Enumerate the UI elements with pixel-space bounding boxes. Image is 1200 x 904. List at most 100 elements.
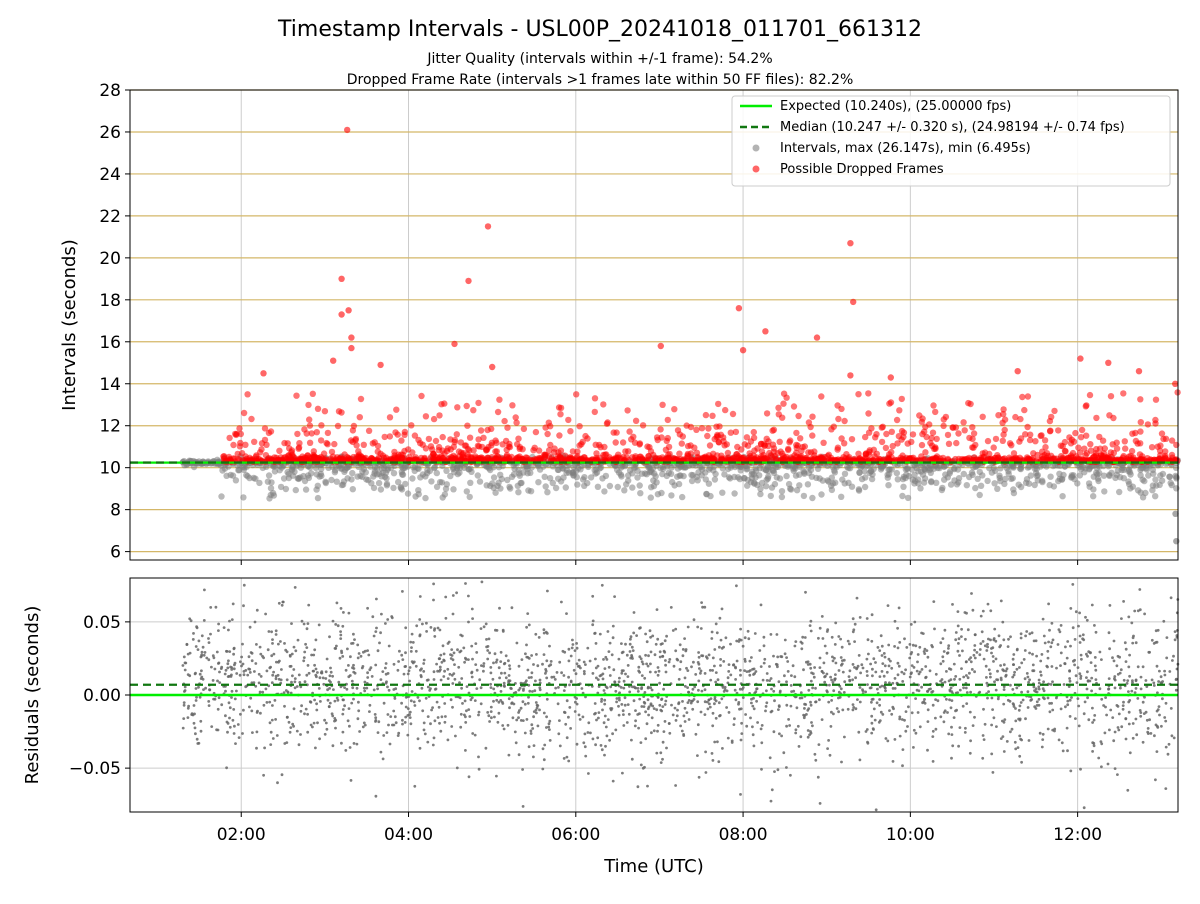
dropped-frame-point <box>704 433 710 439</box>
residual-point <box>199 720 202 723</box>
interval-point <box>796 472 802 478</box>
residual-point <box>1043 635 1046 638</box>
residual-point <box>442 675 445 678</box>
residual-point <box>647 714 650 717</box>
residual-point <box>1140 688 1143 691</box>
interval-point <box>1168 480 1174 486</box>
interval-point <box>917 485 923 491</box>
residual-point <box>348 725 351 728</box>
residual-point <box>888 709 891 712</box>
residual-point <box>824 675 827 678</box>
residual-point <box>723 690 726 693</box>
dropped-frame-point <box>1016 438 1022 444</box>
dropped-frame-point <box>296 440 302 446</box>
residual-point <box>772 690 775 693</box>
dropped-frame-point <box>1008 442 1014 448</box>
intervals-ytick-label: 6 <box>110 543 121 563</box>
dropped-frame-point <box>309 430 315 436</box>
dropped-frame-point <box>809 414 815 420</box>
residual-point <box>454 678 457 681</box>
residual-point <box>1020 637 1023 640</box>
residual-point <box>536 664 539 667</box>
residual-point <box>1079 635 1082 638</box>
residual-point <box>306 731 309 734</box>
residual-point <box>498 677 501 680</box>
residual-point <box>698 656 701 659</box>
dropped-frame-point <box>819 455 825 461</box>
residual-point <box>959 689 962 692</box>
interval-point <box>997 465 1003 471</box>
residual-point <box>651 705 654 708</box>
interval-point <box>679 494 685 500</box>
dropped-frame-outlier <box>489 364 495 370</box>
residual-point <box>600 744 603 747</box>
residual-point <box>834 643 837 646</box>
residual-point <box>1152 682 1155 685</box>
residual-point <box>1018 666 1021 669</box>
dropped-frame-point <box>402 429 408 435</box>
interval-point <box>350 486 356 492</box>
residual-point <box>637 785 640 788</box>
residual-point <box>268 701 271 704</box>
residual-point <box>1156 725 1159 728</box>
residual-point <box>195 696 198 699</box>
dropped-frame-point <box>296 446 302 452</box>
residual-point <box>1032 664 1035 667</box>
residual-point <box>217 623 220 626</box>
dropped-frame-point <box>730 411 736 417</box>
residual-point <box>939 715 942 718</box>
residual-point <box>283 642 286 645</box>
residual-point <box>662 741 665 744</box>
interval-point <box>911 480 917 486</box>
residual-point <box>1126 682 1129 685</box>
dropped-frame-point <box>818 393 824 399</box>
residual-point <box>460 713 463 716</box>
interval-point <box>994 486 1000 492</box>
interval-point <box>1011 490 1017 496</box>
residual-point <box>409 641 412 644</box>
residual-point <box>298 743 301 746</box>
interval-point <box>969 472 975 478</box>
interval-point <box>467 494 473 500</box>
residual-point <box>341 713 344 716</box>
residual-point <box>823 681 826 684</box>
dropped-frame-point <box>494 453 500 459</box>
dropped-frame-point <box>507 444 513 450</box>
residual-point <box>766 672 769 675</box>
residual-point <box>475 687 478 690</box>
residual-point <box>697 651 700 654</box>
dropped-frame-point <box>387 433 393 439</box>
residual-point <box>641 674 644 677</box>
residual-point <box>596 736 599 739</box>
dropped-frame-point <box>1024 456 1030 462</box>
residual-point <box>410 722 413 725</box>
residual-point <box>673 665 676 668</box>
residual-point <box>575 642 578 645</box>
residual-point <box>341 625 344 628</box>
residual-point <box>380 678 383 681</box>
dropped-frame-point <box>366 428 372 434</box>
residual-point <box>769 756 772 759</box>
dropped-frame-outlier <box>465 278 471 284</box>
residual-point <box>810 620 813 623</box>
residual-point <box>715 717 718 720</box>
interval-point <box>293 487 299 493</box>
dropped-frame-point <box>1155 444 1161 450</box>
residual-point <box>1086 688 1089 691</box>
interval-point <box>829 475 835 481</box>
dropped-frame-point <box>361 442 367 448</box>
dropped-frame-point <box>1027 432 1033 438</box>
residual-point <box>224 690 227 693</box>
residual-point <box>852 628 855 631</box>
interval-point <box>315 495 321 501</box>
residual-point <box>739 674 742 677</box>
residual-point <box>1120 725 1123 728</box>
residual-point <box>498 607 501 610</box>
residual-point <box>571 647 574 650</box>
dropped-frame-point <box>725 450 731 456</box>
residual-point <box>982 610 985 613</box>
residual-point <box>735 584 738 587</box>
dropped-frame-point <box>771 427 777 433</box>
interval-point <box>306 475 312 481</box>
